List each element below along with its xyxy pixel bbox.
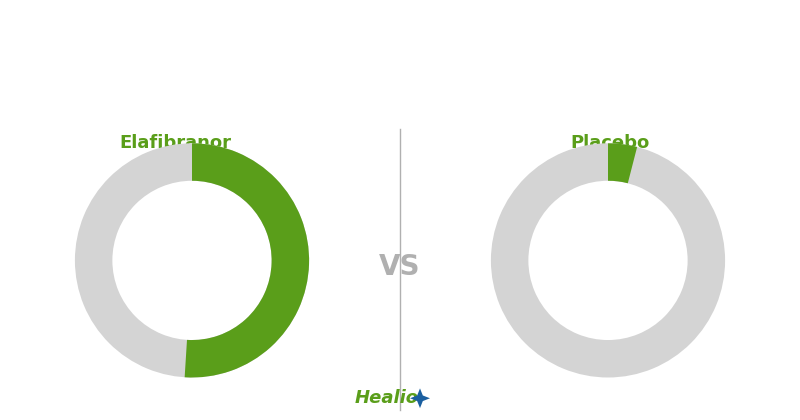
Text: Elafibranor: Elafibranor: [119, 134, 231, 152]
Text: Placebo: Placebo: [570, 134, 650, 152]
Polygon shape: [410, 388, 430, 408]
Text: with primary biliary cholangitis:: with primary biliary cholangitis:: [230, 76, 570, 94]
Text: VS: VS: [379, 253, 421, 281]
Wedge shape: [491, 143, 725, 378]
Wedge shape: [608, 143, 637, 183]
Text: Healio: Healio: [355, 389, 419, 407]
Wedge shape: [75, 143, 309, 378]
Text: Biochemical response at 52 weeks among patients: Biochemical response at 52 weeks among p…: [132, 30, 668, 49]
Wedge shape: [185, 143, 309, 378]
